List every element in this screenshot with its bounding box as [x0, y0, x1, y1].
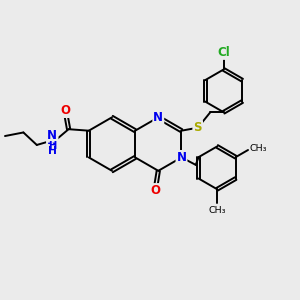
Text: H: H — [48, 141, 56, 151]
Text: S: S — [194, 121, 202, 134]
Text: O: O — [150, 184, 160, 197]
Text: CH₃: CH₃ — [208, 206, 226, 215]
Text: CH₃: CH₃ — [250, 144, 267, 153]
Text: H: H — [48, 146, 57, 156]
Text: O: O — [61, 104, 70, 117]
Text: O: O — [61, 104, 70, 117]
Text: O: O — [150, 184, 160, 197]
Text: S: S — [194, 121, 202, 134]
Text: N: N — [176, 151, 187, 164]
Text: N: N — [47, 134, 57, 147]
Text: N: N — [47, 129, 57, 142]
Text: Cl: Cl — [217, 46, 230, 59]
Text: N: N — [153, 111, 163, 124]
Text: N: N — [47, 134, 57, 147]
Text: Cl: Cl — [217, 46, 230, 59]
